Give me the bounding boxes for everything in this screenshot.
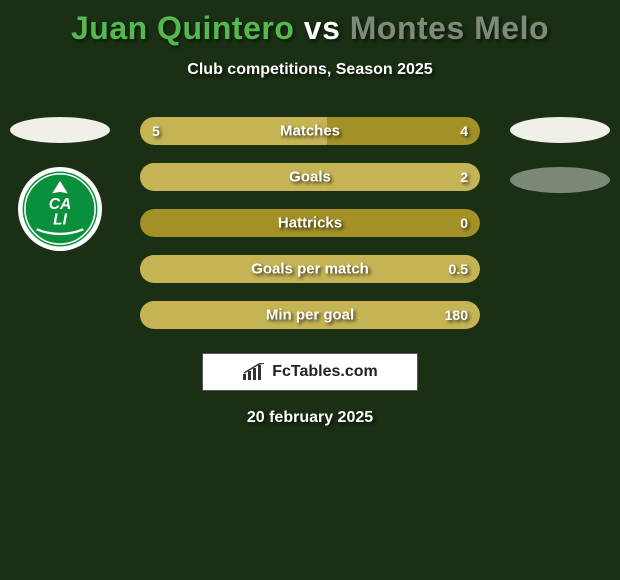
bar-label: Min per goal — [266, 307, 354, 324]
bar-value-right: 0 — [460, 215, 468, 231]
right-badge-column — [510, 117, 610, 217]
stat-bar-row: 180 Min per goal — [140, 301, 480, 329]
bar-label: Goals — [289, 169, 331, 186]
bar-value-right: 2 — [460, 169, 468, 185]
svg-text:CA: CA — [49, 196, 72, 213]
bar-value-left: 5 — [152, 123, 160, 139]
player1-club-logo: CA LI — [18, 167, 102, 251]
brand-text: FcTables.com — [272, 363, 378, 381]
stat-bar-row: 0.5 Goals per match — [140, 255, 480, 283]
bar-label: Hattricks — [278, 215, 342, 232]
player2-name: Montes Melo — [350, 10, 549, 46]
stat-bar-row: 2 Goals — [140, 163, 480, 191]
player2-placeholder-ellipse-2 — [510, 167, 610, 193]
player1-placeholder-ellipse — [10, 117, 110, 143]
bar-label: Matches — [280, 123, 340, 140]
vs-text: vs — [304, 10, 341, 46]
bar-label: Goals per match — [251, 261, 369, 278]
player2-placeholder-ellipse-1 — [510, 117, 610, 143]
svg-text:LI: LI — [53, 212, 68, 229]
deportivo-cali-icon: CA LI — [21, 170, 99, 248]
stat-bar-row: 0 Hattricks — [140, 209, 480, 237]
left-badge-column: CA LI — [10, 117, 110, 251]
bar-value-right: 4 — [460, 123, 468, 139]
brand-box: FcTables.com — [202, 353, 418, 391]
player1-name: Juan Quintero — [71, 10, 294, 46]
subtitle: Club competitions, Season 2025 — [0, 61, 620, 79]
stat-bars: 5 4 Matches 2 Goals 0 Hattricks 0.5 Goals per ma… — [140, 117, 480, 329]
stat-bar-row: 5 4 Matches — [140, 117, 480, 145]
bar-value-right: 0.5 — [449, 261, 468, 277]
comparison-title: Juan Quintero vs Montes Melo — [0, 0, 620, 47]
date-text: 20 february 2025 — [0, 409, 620, 427]
bar-value-right: 180 — [445, 307, 468, 323]
content-area: CA LI 5 4 Matches 2 Goals 0 Hattricks 0.5 Goals … — [0, 117, 620, 427]
fctables-chart-icon — [242, 363, 266, 381]
